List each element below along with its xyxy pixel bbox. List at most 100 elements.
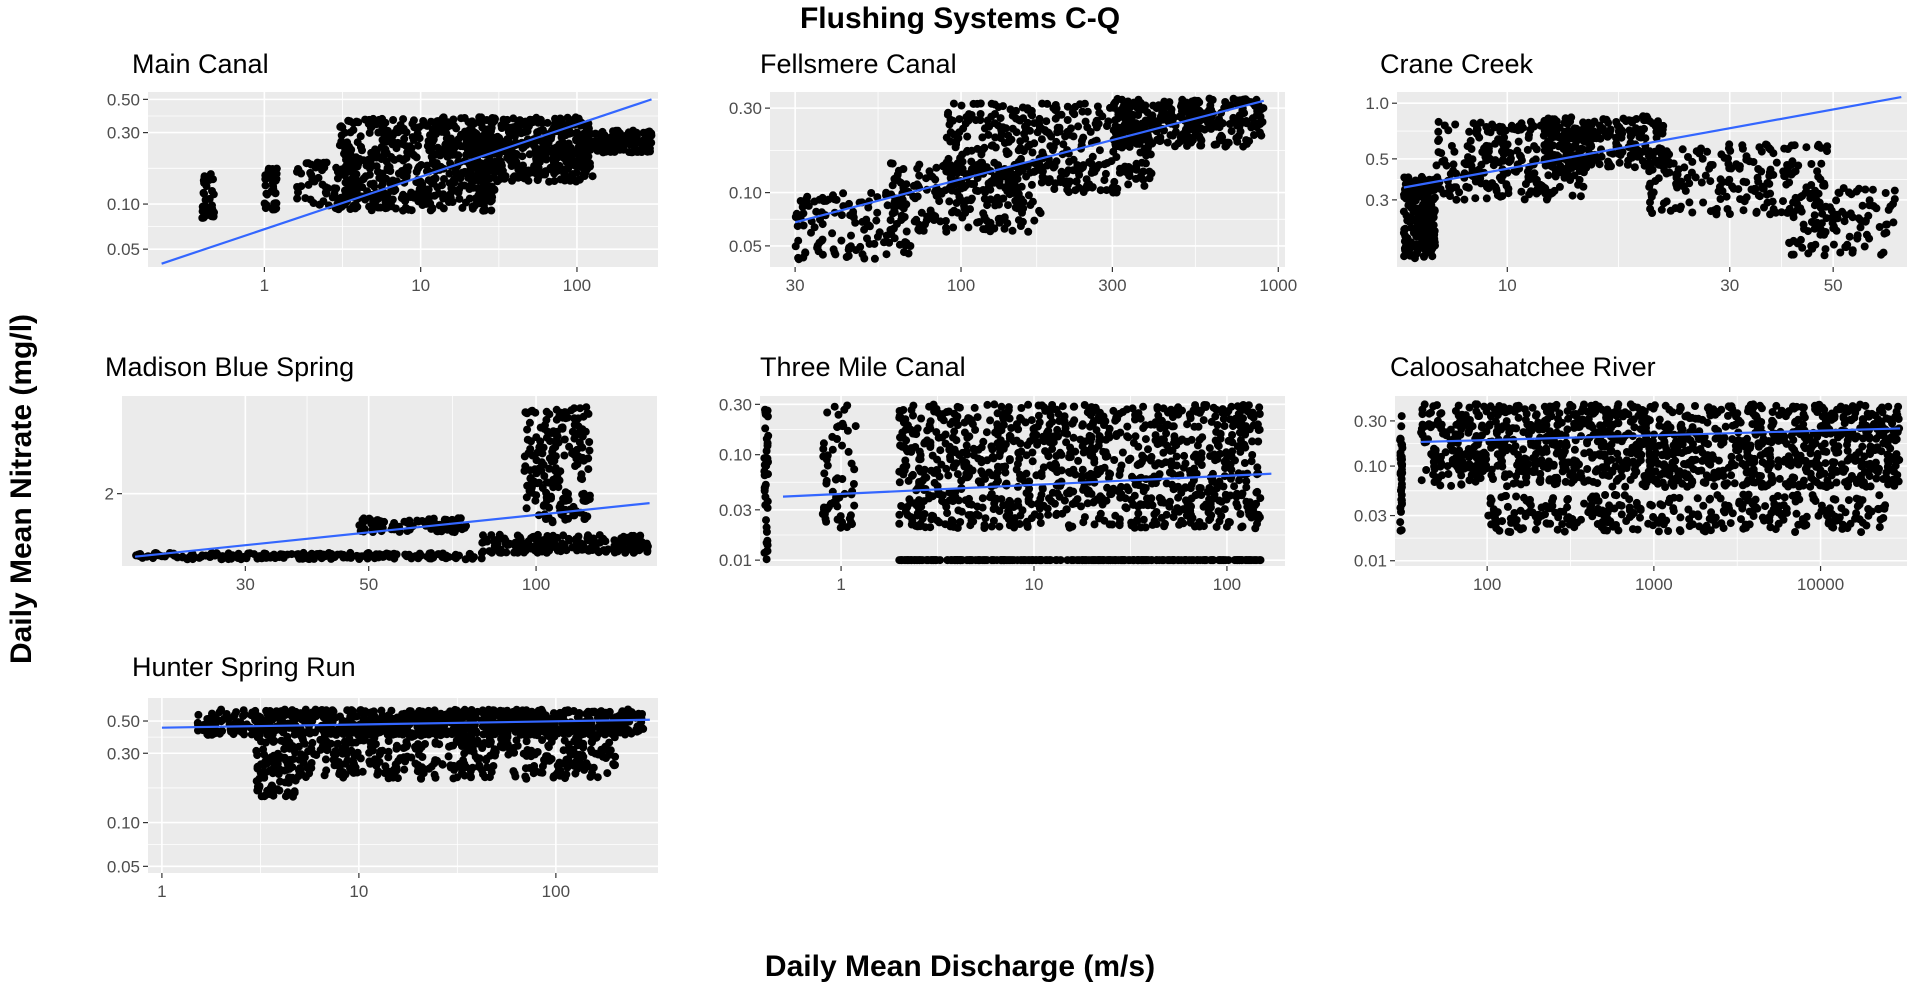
data-point (440, 114, 448, 122)
panel-title: Crane Creek (1380, 49, 1534, 79)
data-point (623, 534, 631, 542)
data-point (1450, 160, 1458, 168)
data-point (1540, 117, 1548, 125)
data-point (466, 148, 474, 156)
y-tick-label: 0.10 (729, 184, 762, 203)
data-point (1785, 239, 1793, 247)
data-point (554, 547, 562, 555)
data-point (1207, 556, 1215, 564)
data-point (819, 220, 827, 228)
data-point (1400, 225, 1408, 233)
data-point (1798, 192, 1806, 200)
data-point (1407, 214, 1415, 222)
data-point (1490, 161, 1498, 169)
data-point (1577, 192, 1585, 200)
data-point (988, 445, 996, 453)
data-point (1525, 131, 1533, 139)
data-point (1089, 183, 1097, 191)
data-point (542, 167, 550, 175)
data-point (1431, 207, 1439, 215)
data-point (1779, 197, 1787, 205)
data-point (583, 165, 591, 173)
data-point (1146, 174, 1154, 182)
data-point (1424, 200, 1432, 208)
data-point (1702, 172, 1710, 180)
data-point (931, 176, 939, 184)
data-point (1569, 192, 1577, 200)
data-point (584, 465, 592, 473)
data-point (1130, 99, 1138, 107)
data-point (1853, 188, 1861, 196)
data-point (379, 551, 387, 559)
data-point (1243, 140, 1251, 148)
data-point (1790, 213, 1798, 221)
data-point (430, 136, 438, 144)
data-point (267, 187, 275, 195)
data-point (1430, 239, 1438, 247)
data-point (615, 135, 623, 143)
data-point (1064, 116, 1072, 124)
data-point (839, 189, 847, 197)
data-point (631, 144, 639, 152)
data-point (462, 199, 470, 207)
data-point (210, 190, 218, 198)
data-point (1553, 126, 1561, 134)
data-point (1599, 115, 1607, 123)
data-point (1527, 118, 1535, 126)
data-point (837, 237, 845, 245)
data-point (871, 255, 879, 263)
data-point (1052, 452, 1060, 460)
data-point (1019, 198, 1027, 206)
data-point (374, 195, 382, 203)
data-point (1063, 186, 1071, 194)
data-point (1001, 183, 1009, 191)
x-tick-label: 30 (236, 575, 255, 594)
data-point (1496, 123, 1504, 131)
data-point (1477, 119, 1485, 127)
data-point (611, 545, 619, 553)
data-point (1624, 161, 1632, 169)
data-point (947, 128, 955, 136)
x-tick-label: 10 (1025, 575, 1044, 594)
data-point (1259, 104, 1267, 112)
data-point (1159, 116, 1167, 124)
data-point (1673, 181, 1681, 189)
data-point (764, 442, 772, 450)
data-point (1659, 122, 1667, 130)
data-point (270, 551, 278, 559)
data-point (1027, 110, 1035, 118)
data-point (638, 148, 646, 156)
data-point (1736, 162, 1744, 170)
data-point (1117, 109, 1125, 117)
data-point (1095, 161, 1103, 169)
data-point (491, 542, 499, 550)
data-point (269, 206, 277, 214)
data-point (433, 151, 441, 159)
data-point (1183, 438, 1191, 446)
data-point (1658, 206, 1666, 214)
x-tick-label: 30 (786, 276, 805, 295)
data-point (1081, 185, 1089, 193)
data-point (206, 203, 214, 211)
data-point (1137, 460, 1145, 468)
data-point (1245, 556, 1253, 564)
data-point (208, 212, 216, 220)
data-point (380, 518, 388, 526)
data-point (1101, 464, 1109, 472)
data-point (1880, 230, 1888, 238)
data-point (1095, 120, 1103, 128)
data-point (349, 203, 357, 211)
data-point (931, 188, 939, 196)
data-point (978, 458, 986, 466)
data-point (1182, 556, 1190, 564)
data-point (978, 133, 986, 141)
data-point (1533, 145, 1541, 153)
x-tick-label: 1 (836, 575, 845, 594)
data-point (1499, 145, 1507, 153)
data-point (1506, 149, 1514, 157)
data-point (1025, 191, 1033, 199)
data-point (1514, 126, 1522, 134)
data-point (553, 406, 561, 414)
data-point (638, 139, 646, 147)
